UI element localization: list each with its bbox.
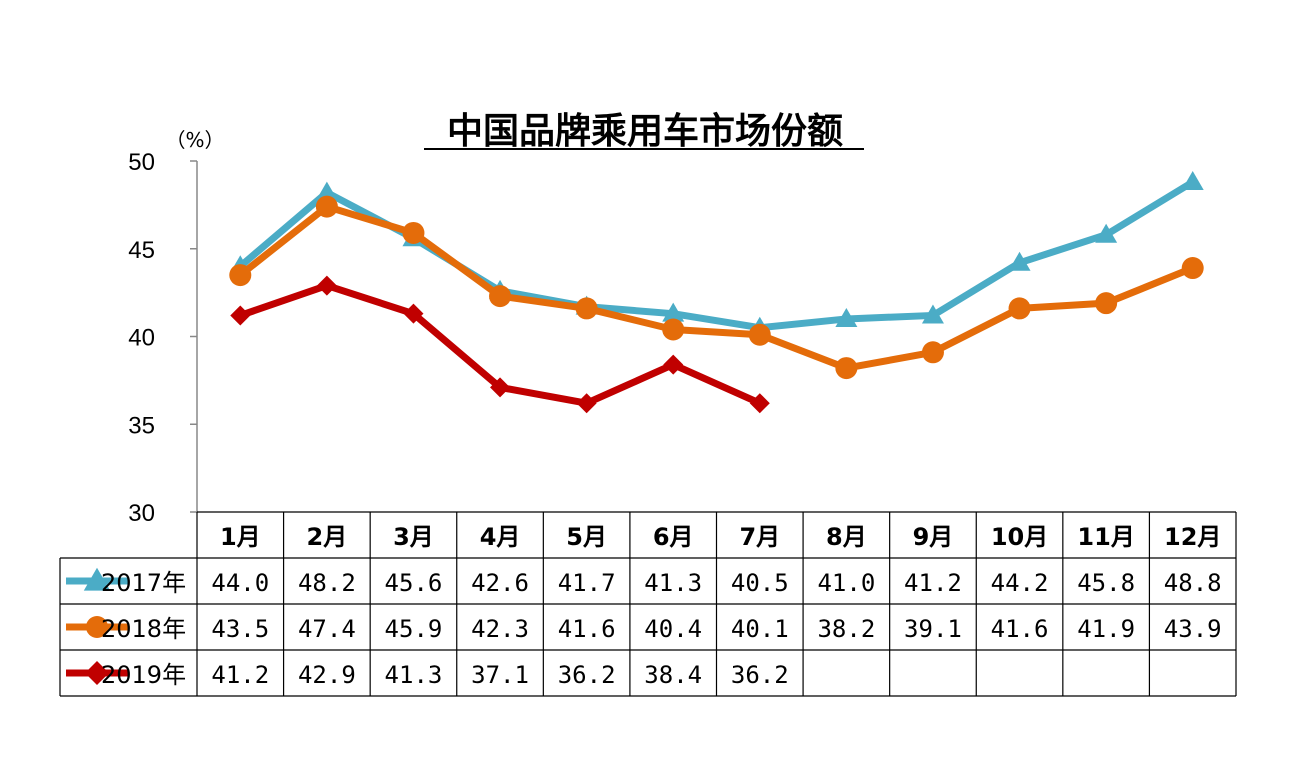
- table-value: 41.2: [211, 661, 269, 689]
- table-value: 41.9: [1077, 615, 1135, 643]
- data-point-circle: [229, 264, 252, 287]
- data-point-diamond: [403, 303, 424, 324]
- table-value: 44.0: [211, 569, 269, 597]
- table-value: 45.8: [1077, 569, 1135, 597]
- table-value: 48.8: [1164, 569, 1222, 597]
- data-point-circle: [315, 195, 338, 218]
- table-value: 45.6: [385, 569, 443, 597]
- data-point-diamond: [749, 393, 770, 414]
- data-point-circle: [1008, 297, 1031, 320]
- legend-marker: [83, 567, 111, 591]
- data-point-circle: [748, 323, 771, 346]
- table-value: 41.7: [558, 569, 616, 597]
- table-value: 41.6: [991, 615, 1049, 643]
- legend-marker: [85, 661, 109, 685]
- axes: 30 35 40 45 50: [128, 149, 198, 527]
- data-point-circle: [921, 341, 944, 364]
- category-label: 5月: [566, 523, 607, 551]
- table-value: 40.5: [731, 569, 789, 597]
- data-point-triangle: [1181, 171, 1204, 191]
- chart-title: 中国品牌乘用车市场份额: [447, 111, 843, 152]
- table-value: 43.9: [1164, 615, 1222, 643]
- data-point-triangle: [662, 302, 685, 322]
- data-point-diamond: [576, 393, 597, 414]
- table-value: 41.6: [558, 615, 616, 643]
- table-value: 38.2: [817, 615, 875, 643]
- data-point-triangle: [921, 304, 944, 324]
- data-point-circle: [575, 297, 598, 320]
- table-value: 36.2: [558, 661, 616, 689]
- legend-label: 2017年: [101, 569, 186, 597]
- data-point-diamond: [490, 377, 511, 398]
- table-value: 37.1: [471, 661, 529, 689]
- table-value: 47.4: [298, 615, 356, 643]
- y-tick-label: 50: [128, 149, 155, 176]
- data-point-triangle: [835, 307, 858, 327]
- y-tick-label: 40: [128, 325, 155, 352]
- table-value: 42.6: [471, 569, 529, 597]
- data-point-circle: [489, 285, 512, 308]
- series-line: [236, 203, 1197, 372]
- table-value: 40.4: [644, 615, 702, 643]
- data-table: 1月 2月 3月 4月 5月 6月 7月 8月 9月 10月 11月 12月 2017年 44.0 48.2…: [59, 511, 1237, 697]
- table-value: 43.5: [211, 615, 269, 643]
- legend-marker: [86, 616, 108, 638]
- data-point-circle: [835, 357, 858, 380]
- series-lines: [229, 171, 1204, 414]
- data-point-triangle: [1008, 251, 1031, 271]
- category-label: 12月: [1164, 523, 1221, 551]
- table-value: 42.3: [471, 615, 529, 643]
- table-value: 44.2: [991, 569, 1049, 597]
- data-point-triangle: [315, 181, 338, 201]
- y-tick-label: 30: [128, 500, 155, 527]
- category-label: 4月: [480, 523, 521, 551]
- table-value: 41.2: [904, 569, 962, 597]
- legend-label: 2018年: [101, 615, 186, 643]
- table-value: 41.3: [644, 569, 702, 597]
- data-point-triangle: [1095, 223, 1118, 243]
- table-value: 40.1: [731, 615, 789, 643]
- table-value: 42.9: [298, 661, 356, 689]
- category-label: 8月: [826, 523, 867, 551]
- table-value: 36.2: [731, 661, 789, 689]
- table-value: 41.0: [817, 569, 875, 597]
- category-label: 2月: [307, 523, 348, 551]
- legend-label: 2019年: [101, 661, 186, 689]
- data-point-diamond: [230, 305, 251, 326]
- table-value: 41.3: [385, 661, 443, 689]
- data-point-circle: [1095, 292, 1118, 315]
- data-point-diamond: [663, 354, 684, 375]
- category-label: 1月: [220, 523, 261, 551]
- y-axis-unit-label: （%）: [165, 128, 224, 152]
- data-point-circle: [1181, 257, 1204, 280]
- y-tick-label: 35: [128, 412, 155, 439]
- table-value: 38.4: [644, 661, 702, 689]
- data-point-circle: [402, 221, 425, 244]
- data-point-circle: [662, 318, 685, 341]
- category-label: 9月: [913, 523, 954, 551]
- table-value: 39.1: [904, 615, 962, 643]
- category-label: 6月: [653, 523, 694, 551]
- category-label: 11月: [1077, 523, 1134, 551]
- table-value: 48.2: [298, 569, 356, 597]
- data-point-diamond: [316, 275, 337, 296]
- table-value: 45.9: [385, 615, 443, 643]
- category-label: 10月: [991, 523, 1048, 551]
- y-tick-label: 45: [128, 237, 155, 264]
- category-label: 7月: [739, 523, 780, 551]
- category-label: 3月: [393, 523, 434, 551]
